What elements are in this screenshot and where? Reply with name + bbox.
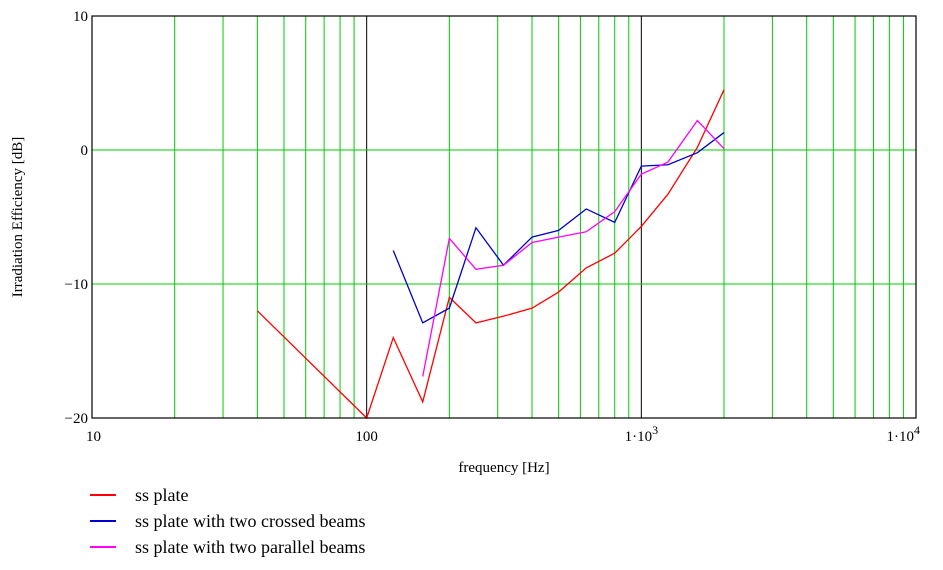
legend: ss plate ss plate with two crossed beams… [90,482,365,560]
plot-frame [91,15,917,419]
legend-item: ss plate [90,482,365,508]
legend-label: ss plate with two crossed beams [135,510,366,531]
legend-swatch [90,520,116,522]
y-tick-label: −20 [65,411,88,427]
x-tick-label: 100 [355,429,378,445]
legend-swatch [90,546,116,548]
y-axis-title: Irradiation Efficiency [dB] [10,137,26,298]
legend-label: ss plate [135,484,189,505]
series-lines [256,89,725,420]
y-tick-label: −10 [65,277,88,293]
x-tick-label: 10 [86,429,101,445]
y-tick-label: 10 [73,9,88,25]
legend-item: ss plate with two parallel beams [90,534,365,560]
legend-label: ss plate with two parallel beams [135,536,366,557]
legend-swatch [90,494,116,496]
series-line [256,89,725,420]
chart: 100−10−20 10 100 1·103 1·104 frequency [Hz]… [10,9,920,476]
x-tick-label: 1·103 [625,423,659,445]
series-line [392,132,725,324]
grid [92,16,916,418]
x-axis-title: frequency [Hz] [458,460,549,476]
y-tick-labels: 10 0 −10 −20 [65,9,88,427]
y-tick-label: 0 [81,143,89,159]
legend-item: ss plate with two crossed beams [90,508,365,534]
series-line [422,119,725,377]
x-tick-label: 1·104 [887,423,921,445]
x-tick-labels: 10 100 1·103 1·104 [86,423,920,445]
